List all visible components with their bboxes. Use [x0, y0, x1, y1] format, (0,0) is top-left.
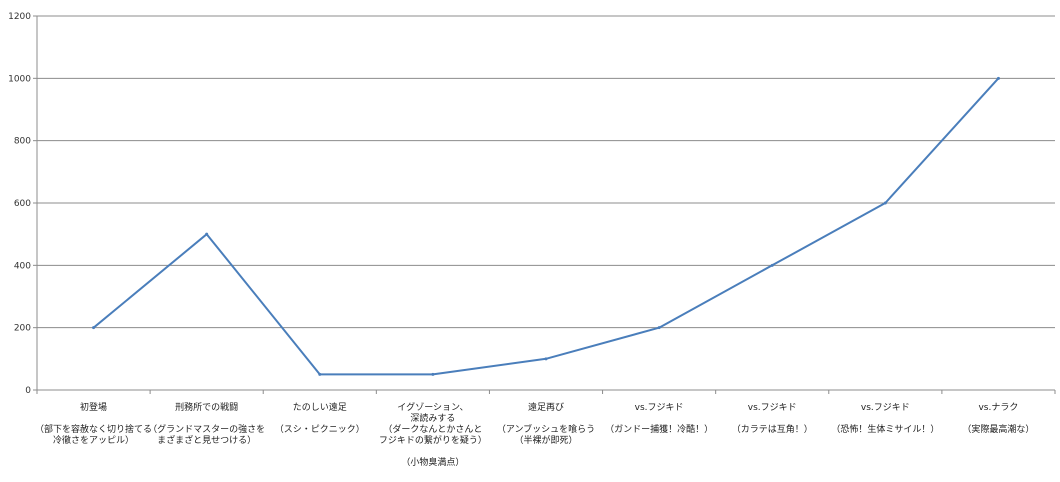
data-point [883, 201, 887, 205]
x-category-label: 初登場 （部下を容赦なく切り捨てる冷徹さをアッピル） [35, 401, 152, 446]
data-point [318, 372, 322, 376]
gridlines [37, 15, 1055, 329]
x-category-label: 刑務所での戦闘 （グランドマスターの強さをまざまざと見せつける） [148, 401, 265, 446]
x-category-label: vs.フジキド （ガンドー捕獲！冷酷！） [605, 403, 713, 435]
x-category-label: vs.ナラク （実際最高潮な） [962, 402, 1034, 435]
data-point [544, 357, 548, 361]
y-tick-label: 600 [14, 199, 31, 209]
x-axis-category-labels: 初登場 （部下を容赦なく切り捨てる冷徹さをアッピル）刑務所での戦闘 （グランドマ… [35, 401, 1034, 468]
x-category-label: 遠足再び （アンブッシュを喰らう（半裸が即死） [497, 401, 595, 446]
series-lines [92, 76, 1000, 376]
x-category-label: vs.フジキド （恐怖！生体ミサイル！） [831, 403, 939, 435]
y-tick-label: 0 [25, 386, 31, 396]
y-axis-tick-labels: 0 200 400 600 800 1000 1200 [8, 12, 37, 396]
y-tick-label: 1000 [8, 74, 31, 84]
y-tick-label: 1200 [8, 12, 31, 22]
data-point [431, 372, 435, 376]
data-point [205, 232, 209, 236]
axes [36, 16, 1056, 394]
data-point [92, 326, 96, 330]
series-line [92, 77, 1000, 376]
y-tick-label: 800 [14, 137, 31, 147]
x-category-label: たのしい遠足 （スシ・ピクニック） [275, 401, 365, 435]
data-point [657, 326, 661, 330]
y-tick-label: 200 [14, 324, 31, 334]
data-point [770, 263, 774, 267]
x-category-label: vs.フジキド （カラテは互角！） [732, 403, 813, 435]
y-tick-label: 400 [14, 261, 31, 271]
data-point [996, 76, 1000, 80]
x-category-label: イグゾーション、深読みする（ダークなんとかさんとフジキドの繋がりを疑う） （小物… [379, 401, 487, 468]
